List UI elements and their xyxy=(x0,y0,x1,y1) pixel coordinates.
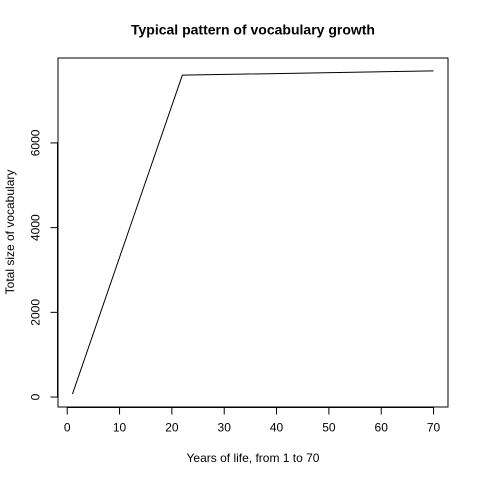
x-tick-label: 0 xyxy=(64,421,71,435)
y-tick-label: 6000 xyxy=(29,129,43,156)
chart-title: Typical pattern of vocabulary growth xyxy=(131,22,375,38)
x-tick-label: 30 xyxy=(218,421,232,435)
y-tick-label: 4000 xyxy=(29,214,43,241)
y-tick-label: 0 xyxy=(29,393,43,400)
line xyxy=(71,70,434,395)
x-axis-label: Years of life, from 1 to 70 xyxy=(187,451,320,465)
x-tick-label: 40 xyxy=(270,421,284,435)
x-tick-label: 10 xyxy=(113,421,127,435)
x-tick-label: 70 xyxy=(427,421,441,435)
x-tick-label: 60 xyxy=(375,421,389,435)
y-tick-label: 2000 xyxy=(29,299,43,326)
x-tick-label: 20 xyxy=(165,421,179,435)
y-axis-label: Total size of vocabulary xyxy=(3,170,17,295)
x-tick-label: 50 xyxy=(322,421,336,435)
